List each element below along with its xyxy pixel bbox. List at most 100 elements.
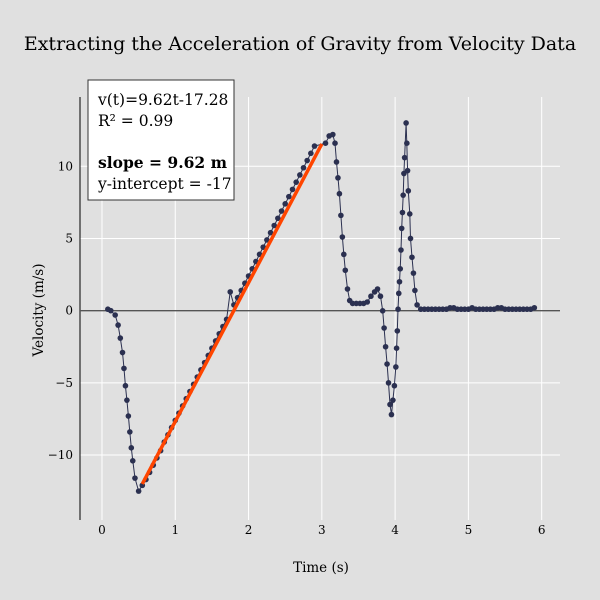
data-point xyxy=(393,345,400,352)
data-point xyxy=(384,361,390,367)
data-point xyxy=(304,157,310,164)
data-point xyxy=(271,222,277,229)
chart-title: Extracting the Acceleration of Gravity f… xyxy=(24,33,576,55)
data-point xyxy=(275,215,281,222)
annotation-clip: v(t)=9.62t-17.28 R² = 0.99 slope = 9.62 … xyxy=(97,91,232,193)
data-point xyxy=(377,293,384,300)
data-point xyxy=(405,188,412,194)
data-point xyxy=(364,299,371,305)
data-point xyxy=(264,237,270,243)
annotation-slope: slope = 9.62 m xyxy=(98,153,228,172)
data-point xyxy=(390,397,396,403)
data-point xyxy=(381,325,387,331)
data-point xyxy=(122,382,129,389)
data-point xyxy=(395,290,402,297)
data-point xyxy=(282,201,288,207)
data-point xyxy=(382,343,389,350)
data-point xyxy=(414,302,420,308)
annotation-r2: R² = 0.99 xyxy=(98,112,173,130)
data-point xyxy=(368,293,374,300)
data-series xyxy=(105,120,538,494)
data-point xyxy=(335,175,341,181)
data-point xyxy=(396,278,403,285)
fit-line-group xyxy=(140,143,324,485)
x-tick-label: 5 xyxy=(465,523,473,537)
data-point xyxy=(410,270,417,276)
data-point xyxy=(119,349,126,356)
data-point xyxy=(388,411,395,418)
data-point xyxy=(406,211,413,217)
data-point xyxy=(125,413,132,419)
data-point xyxy=(398,225,405,232)
data-point xyxy=(409,254,415,261)
data-point xyxy=(531,304,538,311)
y-tick-label: −10 xyxy=(48,448,73,462)
data-point xyxy=(293,179,299,185)
data-point xyxy=(339,234,346,240)
data-point xyxy=(398,247,404,253)
data-point xyxy=(135,488,142,494)
data-point xyxy=(387,401,393,408)
data-point xyxy=(322,140,329,146)
annotation-equation: v(t)=9.62t-17.28 xyxy=(97,91,228,109)
data-point xyxy=(124,397,130,403)
data-point xyxy=(333,159,340,165)
y-tick-label: −5 xyxy=(55,376,73,390)
data-point xyxy=(308,150,314,157)
data-point xyxy=(332,140,338,146)
data-point xyxy=(297,172,303,178)
data-point xyxy=(311,143,318,149)
data-point xyxy=(374,286,381,292)
data-point xyxy=(129,458,136,464)
data-point xyxy=(112,312,118,318)
annotation-intercept: y-intercept = -17 xyxy=(97,175,232,193)
data-point xyxy=(341,251,347,258)
data-point xyxy=(127,429,133,435)
data-point xyxy=(397,265,404,272)
data-point xyxy=(117,335,124,341)
data-point xyxy=(404,167,411,174)
y-axis-label: Velocity (m/s) xyxy=(31,264,47,358)
data-point xyxy=(391,382,398,389)
x-axis-label: Time (s) xyxy=(293,560,349,576)
data-point xyxy=(379,308,386,314)
x-tick-label: 3 xyxy=(318,523,326,537)
data-point xyxy=(336,190,343,197)
x-tick-label: 0 xyxy=(98,523,106,537)
fit-line xyxy=(140,143,324,485)
data-point xyxy=(399,209,406,216)
annotation-box: v(t)=9.62t-17.28 R² = 0.99 slope = 9.62 … xyxy=(87,79,235,201)
data-point xyxy=(403,120,409,126)
data-point xyxy=(393,364,399,370)
data-point xyxy=(338,212,344,219)
data-point xyxy=(344,286,351,292)
data-point xyxy=(107,307,114,314)
data-point xyxy=(300,164,307,171)
data-point xyxy=(227,289,234,295)
data-point xyxy=(132,475,138,481)
x-tick-label: 2 xyxy=(245,523,253,537)
y-tick-label: 5 xyxy=(65,231,73,245)
data-point xyxy=(395,306,401,313)
data-point xyxy=(385,380,392,386)
x-tick-label: 4 xyxy=(391,523,399,537)
x-tick-label: 1 xyxy=(171,523,179,537)
x-tick-label: 6 xyxy=(538,523,546,537)
data-point xyxy=(289,186,296,193)
data-point xyxy=(401,154,408,161)
data-point xyxy=(115,322,121,328)
data-point xyxy=(404,140,410,146)
data-point xyxy=(286,193,292,200)
data-point xyxy=(412,287,418,294)
data-point xyxy=(330,131,336,138)
y-tick-label: 10 xyxy=(58,159,73,173)
data-point xyxy=(342,267,349,274)
data-point xyxy=(128,445,135,451)
data-point xyxy=(394,328,401,334)
y-tick-label: 0 xyxy=(65,304,73,318)
data-point xyxy=(121,365,127,372)
data-point xyxy=(407,235,414,242)
data-point xyxy=(267,229,274,236)
data-point xyxy=(400,192,406,198)
